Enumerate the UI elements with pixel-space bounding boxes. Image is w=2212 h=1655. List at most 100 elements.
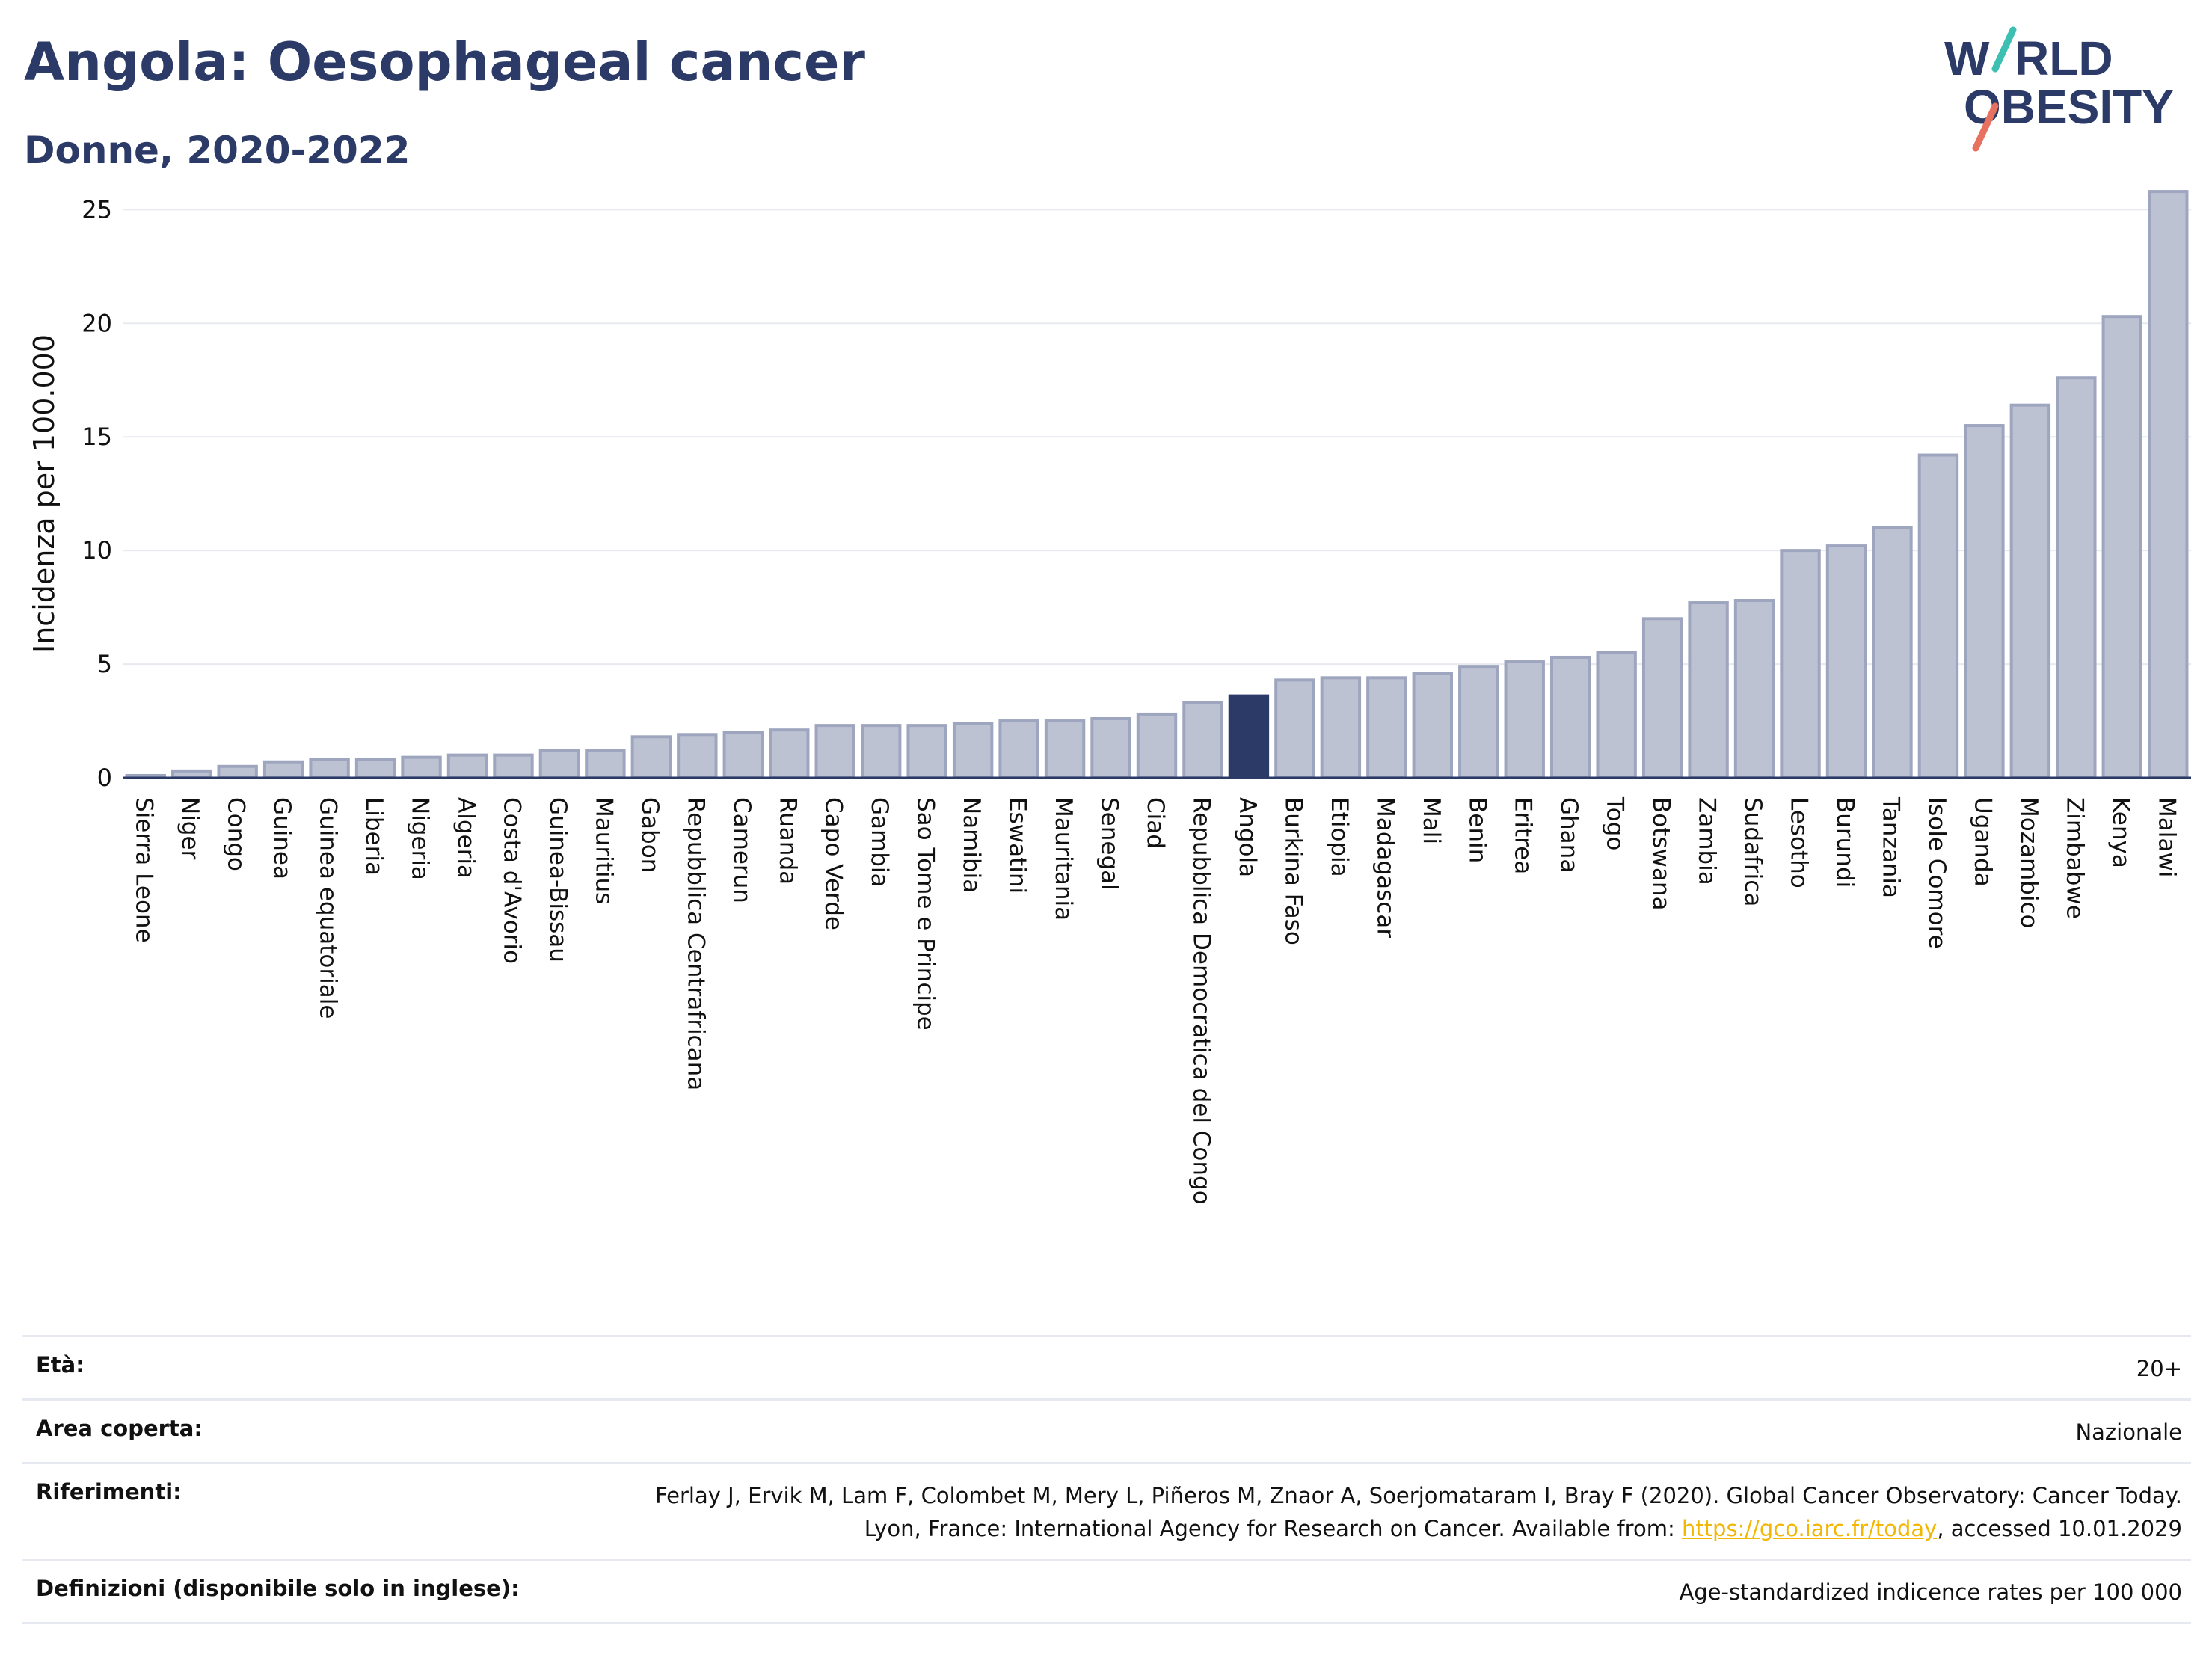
bar bbox=[630, 735, 672, 779]
x-category-label: Burundi bbox=[1831, 797, 1858, 888]
bar bbox=[1964, 424, 2005, 779]
y-tick-label: 5 bbox=[97, 650, 112, 678]
bar bbox=[1044, 719, 1086, 779]
chart-subtitle: Donne, 2020-2022 bbox=[24, 129, 411, 172]
bars bbox=[125, 190, 2189, 780]
metadata-value: Ferlay J, Ervik M, Lam F, Colombet M, Me… bbox=[612, 1479, 2182, 1545]
metadata-key: Età: bbox=[36, 1352, 85, 1378]
bar bbox=[2101, 315, 2143, 779]
x-axis-labels: Sierra Leone Niger Congo Guinea Guinea equat… bbox=[131, 796, 2181, 1205]
bar bbox=[1825, 544, 1867, 779]
bar bbox=[538, 749, 580, 779]
y-axis-ticks: 0 5 10 15 20 25 bbox=[82, 195, 112, 792]
x-category-label: Burkina Faso bbox=[1279, 797, 1306, 945]
metadata-key: Riferimenti: bbox=[36, 1479, 182, 1505]
x-category-label: Ruanda bbox=[774, 797, 801, 885]
bar bbox=[1872, 526, 1913, 779]
bar bbox=[1274, 678, 1315, 779]
x-category-label: Ghana bbox=[1555, 797, 1582, 873]
x-category-label: Sao Tome e Principe bbox=[912, 797, 939, 1031]
bar bbox=[1366, 676, 1407, 779]
bar bbox=[1090, 717, 1131, 779]
y-tick-label: 25 bbox=[82, 195, 112, 224]
chart-title: Angola: Oesophageal cancer bbox=[24, 31, 865, 93]
x-category-label: Senegal bbox=[1096, 797, 1123, 891]
x-category-label: Guinea equatoriale bbox=[315, 797, 342, 1019]
reference-link[interactable]: https://gco.iarc.fr/today bbox=[1681, 1516, 1938, 1541]
x-category-label: Zambia bbox=[1694, 797, 1721, 885]
y-tick-label: 20 bbox=[82, 309, 112, 337]
x-category-label: Mali bbox=[1418, 797, 1445, 844]
bar bbox=[446, 753, 488, 779]
bar bbox=[493, 753, 534, 779]
x-category-label: Repubblica Democratica del Congo bbox=[1188, 797, 1214, 1205]
x-category-label: Capo Verde bbox=[820, 797, 847, 930]
y-tick-label: 10 bbox=[82, 536, 112, 565]
metadata-row: Età: 20+ bbox=[22, 1335, 2191, 1398]
x-category-label: Gabon bbox=[636, 797, 663, 873]
x-category-label: Algeria bbox=[452, 797, 479, 879]
x-category-label: Eswatini bbox=[1004, 797, 1031, 894]
bar bbox=[769, 728, 810, 780]
bar bbox=[906, 724, 947, 779]
metadata-table: Età: 20+ Area coperta: Nazionale Riferimenti… bbox=[22, 1335, 2191, 1624]
metadata-row: Definizioni (disponibile solo in inglese… bbox=[22, 1559, 2191, 1624]
x-category-label: Gambia bbox=[866, 797, 893, 888]
metadata-row: Area coperta: Nazionale bbox=[22, 1398, 2191, 1462]
x-category-label: Guinea bbox=[268, 797, 295, 879]
metadata-key: Definizioni (disponibile solo in inglese… bbox=[36, 1576, 520, 1601]
bar-highlight bbox=[1228, 694, 1270, 779]
metadata-row: Riferimenti: Ferlay J, Ervik M, Lam F, Co… bbox=[22, 1462, 2191, 1559]
x-category-label: Isole Comore bbox=[1923, 797, 1950, 949]
bar bbox=[860, 724, 902, 779]
reference-text: Ferlay J, Ervik M, Lam F, Colombet M, Me… bbox=[655, 1483, 2182, 1541]
bar bbox=[952, 722, 994, 779]
bar bbox=[677, 733, 718, 779]
x-category-label: Mozambico bbox=[2015, 797, 2042, 928]
x-category-label: Madagascar bbox=[1371, 797, 1398, 938]
x-category-label: Sudafrica bbox=[1739, 797, 1766, 906]
x-category-label: Niger bbox=[176, 797, 203, 860]
bar bbox=[1596, 651, 1637, 780]
bar bbox=[309, 758, 350, 780]
bar bbox=[1549, 655, 1591, 780]
bar bbox=[2056, 376, 2097, 779]
bar bbox=[2148, 190, 2189, 780]
logo-text-rld: RLD bbox=[2015, 31, 2113, 85]
x-category-label: Angola bbox=[1234, 797, 1261, 877]
x-category-label: Botswana bbox=[1647, 797, 1674, 911]
metadata-value: Age-standardized indicence rates per 100… bbox=[1679, 1579, 2182, 1605]
x-category-label: Zimbabwe bbox=[2061, 797, 2088, 919]
bar bbox=[1780, 549, 1821, 779]
x-category-label: Costa d'Avorio bbox=[498, 797, 525, 964]
x-category-label: Mauritius bbox=[590, 797, 617, 904]
metadata-value: Nazionale bbox=[2075, 1419, 2182, 1445]
x-category-label: Sierra Leone bbox=[131, 797, 158, 943]
x-category-label: Togo bbox=[1602, 796, 1629, 850]
bar-chart: 0 5 10 15 20 25 Sierra Leone Niger Congo Guinea G… bbox=[28, 190, 2191, 1205]
bar bbox=[998, 719, 1039, 779]
bar bbox=[585, 749, 626, 779]
bar bbox=[1412, 672, 1454, 779]
metadata-value: 20+ bbox=[2136, 1356, 2182, 1381]
x-category-label: Kenya bbox=[2107, 797, 2134, 868]
x-category-label: Liberia bbox=[360, 797, 387, 876]
bar bbox=[1917, 453, 1959, 779]
bar bbox=[1733, 599, 1775, 779]
x-category-label: Etiopia bbox=[1326, 797, 1353, 877]
x-category-label: Namibia bbox=[958, 797, 985, 893]
x-category-label: Nigeria bbox=[407, 797, 434, 880]
bar bbox=[1182, 701, 1223, 780]
bar bbox=[1688, 601, 1729, 779]
logo-text-obesity: OBESITY bbox=[1964, 80, 2174, 134]
bar bbox=[1320, 676, 1362, 779]
x-category-label: Repubblica Centrafricana bbox=[682, 797, 709, 1090]
bar bbox=[1504, 660, 1545, 779]
logo-slash-red bbox=[1972, 102, 1999, 152]
x-category-label: Guinea-Bissau bbox=[544, 797, 571, 962]
bar bbox=[262, 760, 304, 780]
x-category-label: Eritrea bbox=[1510, 797, 1537, 874]
x-category-label: Camerun bbox=[728, 797, 755, 903]
y-axis-title: Incidenza per 100.000 bbox=[28, 334, 61, 653]
bar bbox=[2009, 403, 2051, 779]
